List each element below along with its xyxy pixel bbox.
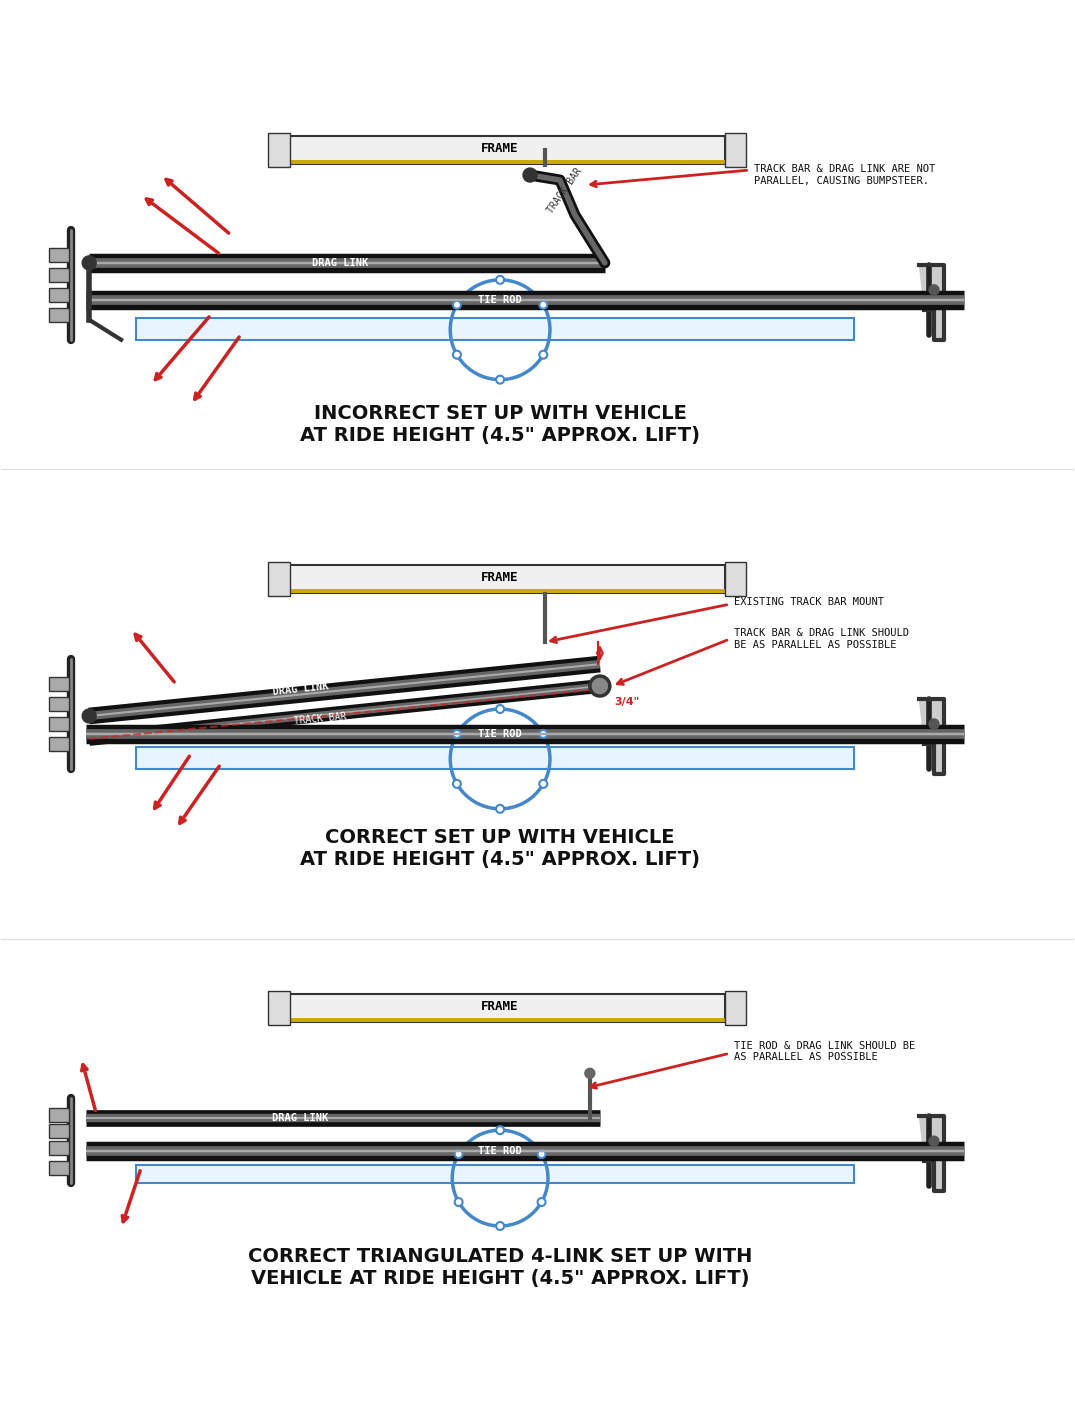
Text: TIE ROD: TIE ROD bbox=[478, 729, 522, 739]
Text: INCORRECT SET UP WITH VEHICLE
AT RIDE HEIGHT (4.5" APPROX. LIFT): INCORRECT SET UP WITH VEHICLE AT RIDE HE… bbox=[300, 404, 700, 446]
Bar bbox=[49, 718, 69, 731]
Bar bbox=[49, 1124, 69, 1138]
Circle shape bbox=[453, 350, 461, 359]
Circle shape bbox=[453, 780, 461, 787]
Circle shape bbox=[540, 780, 547, 787]
Text: 3/4": 3/4" bbox=[615, 696, 640, 708]
Text: DRAG LINK: DRAG LINK bbox=[272, 681, 329, 696]
Polygon shape bbox=[919, 265, 944, 340]
Bar bbox=[275, 590, 725, 594]
Text: FRAME: FRAME bbox=[482, 1000, 519, 1012]
Circle shape bbox=[585, 1068, 594, 1078]
Circle shape bbox=[496, 1126, 504, 1134]
Bar bbox=[49, 1141, 69, 1155]
Circle shape bbox=[453, 731, 461, 738]
Circle shape bbox=[540, 731, 547, 738]
Polygon shape bbox=[919, 1116, 944, 1190]
Bar bbox=[268, 991, 289, 1025]
Bar bbox=[268, 132, 289, 167]
Text: TRACK BAR: TRACK BAR bbox=[293, 711, 347, 726]
Bar bbox=[49, 248, 69, 262]
Text: FRAME: FRAME bbox=[482, 571, 519, 584]
Circle shape bbox=[496, 376, 504, 383]
Bar bbox=[137, 1165, 855, 1183]
Polygon shape bbox=[919, 699, 944, 773]
Text: CORRECT TRIANGULATED 4-LINK SET UP WITH
VEHICLE AT RIDE HEIGHT (4.5" APPROX. LIF: CORRECT TRIANGULATED 4-LINK SET UP WITH … bbox=[248, 1247, 752, 1289]
Text: TRACK BAR & DRAG LINK SHOULD
BE AS PARALLEL AS POSSIBLE: TRACK BAR & DRAG LINK SHOULD BE AS PARAL… bbox=[734, 628, 909, 649]
Text: DRAG LINK: DRAG LINK bbox=[313, 258, 369, 268]
Circle shape bbox=[496, 805, 504, 813]
Circle shape bbox=[82, 709, 96, 723]
Circle shape bbox=[455, 1198, 462, 1206]
Bar bbox=[49, 696, 69, 711]
Bar bbox=[275, 565, 725, 594]
Bar bbox=[49, 308, 69, 322]
Bar bbox=[49, 1161, 69, 1175]
Bar bbox=[275, 137, 725, 164]
Bar bbox=[725, 562, 746, 597]
Bar bbox=[137, 318, 855, 340]
Bar bbox=[49, 268, 69, 282]
Text: TIE ROD: TIE ROD bbox=[478, 295, 522, 305]
Text: CORRECT SET UP WITH VEHICLE
AT RIDE HEIGHT (4.5" APPROX. LIFT): CORRECT SET UP WITH VEHICLE AT RIDE HEIG… bbox=[300, 829, 700, 869]
Circle shape bbox=[929, 1136, 938, 1146]
Text: FRAME: FRAME bbox=[482, 141, 519, 155]
Bar bbox=[725, 991, 746, 1025]
Circle shape bbox=[496, 705, 504, 713]
Bar bbox=[137, 748, 855, 769]
Bar bbox=[725, 132, 746, 167]
Circle shape bbox=[82, 256, 96, 271]
Text: EXISTING TRACK BAR MOUNT: EXISTING TRACK BAR MOUNT bbox=[734, 597, 885, 607]
Text: DRAG LINK: DRAG LINK bbox=[272, 1114, 329, 1124]
Text: TIE ROD & DRAG LINK SHOULD BE
AS PARALLEL AS POSSIBLE: TIE ROD & DRAG LINK SHOULD BE AS PARALLE… bbox=[734, 1041, 916, 1062]
Circle shape bbox=[455, 1151, 462, 1158]
Text: TRACK BAR: TRACK BAR bbox=[546, 167, 584, 215]
Circle shape bbox=[538, 1198, 545, 1206]
Bar bbox=[49, 738, 69, 750]
Bar bbox=[268, 562, 289, 597]
Circle shape bbox=[496, 1222, 504, 1230]
Bar bbox=[49, 676, 69, 691]
Bar bbox=[275, 994, 725, 1022]
Circle shape bbox=[929, 719, 938, 729]
Circle shape bbox=[590, 676, 610, 696]
Circle shape bbox=[496, 276, 504, 283]
Text: TRACK BAR & DRAG LINK ARE NOT
PARALLEL, CAUSING BUMPSTEER.: TRACK BAR & DRAG LINK ARE NOT PARALLEL, … bbox=[755, 164, 935, 187]
Circle shape bbox=[524, 168, 538, 182]
Text: TIE ROD: TIE ROD bbox=[478, 1146, 522, 1156]
Bar bbox=[275, 1018, 725, 1022]
Circle shape bbox=[929, 285, 938, 295]
Bar bbox=[49, 288, 69, 302]
Bar bbox=[275, 159, 725, 164]
Circle shape bbox=[453, 300, 461, 309]
Circle shape bbox=[540, 300, 547, 309]
Circle shape bbox=[538, 1151, 545, 1158]
Bar bbox=[49, 1108, 69, 1122]
Circle shape bbox=[540, 350, 547, 359]
